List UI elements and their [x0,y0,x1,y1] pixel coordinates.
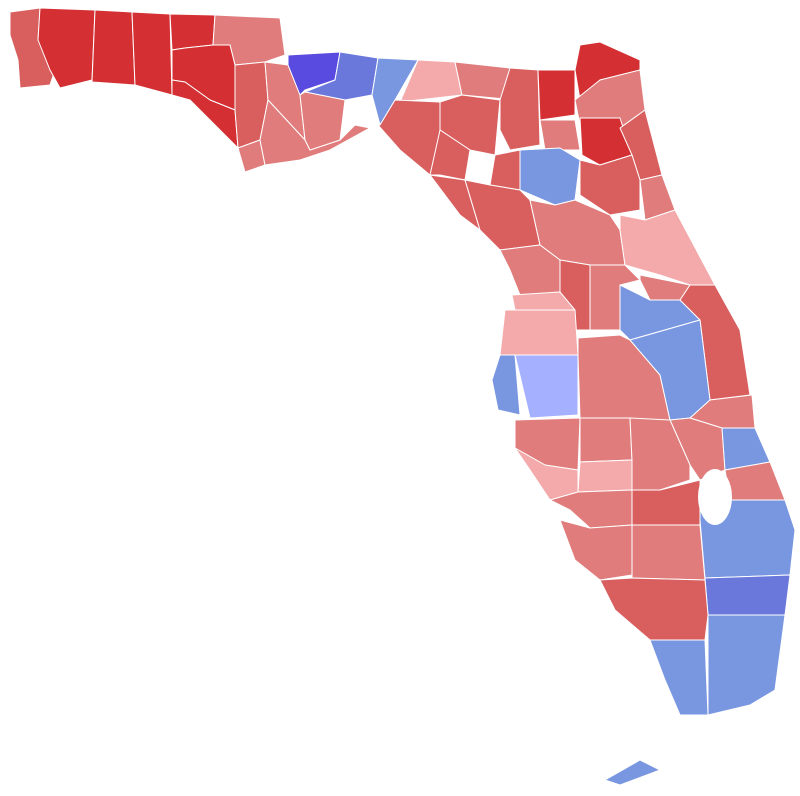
county [579,417,633,463]
county [559,519,633,581]
county [579,154,641,216]
county [577,459,633,493]
county [131,11,173,96]
county [499,309,579,356]
county [299,91,346,151]
county [91,9,136,86]
county [537,69,576,121]
lake-okeechobee [698,469,732,525]
county [649,639,709,716]
county [169,13,216,51]
county [539,119,581,151]
county [489,149,521,191]
county [707,614,786,716]
county [604,759,661,786]
county [514,354,579,419]
county [704,574,791,616]
county [499,67,541,151]
county [631,524,706,581]
county [519,147,581,206]
county [429,129,471,181]
county [491,354,521,416]
county [599,577,709,641]
county [559,259,591,331]
